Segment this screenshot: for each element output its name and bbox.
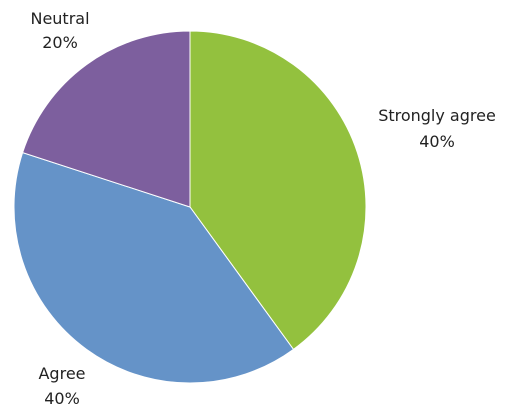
slice-agree [13, 151, 295, 384]
slice-neutral [21, 30, 191, 208]
slice-strongly-agree [189, 30, 367, 351]
slice-percent-neutral: 20% [42, 33, 78, 52]
slice-label-neutral: Neutral [30, 9, 89, 28]
slice-percent-strongly-agree: 40% [419, 132, 455, 151]
slice-label-agree: Agree [38, 364, 85, 383]
slices-layer [13, 30, 367, 384]
slice-label-strongly-agree: Strongly agree [378, 106, 496, 125]
labels-layer: Strongly agree 40% Agree 40% Neutral 20% [30, 9, 495, 408]
slice-percent-agree: 40% [44, 389, 80, 408]
